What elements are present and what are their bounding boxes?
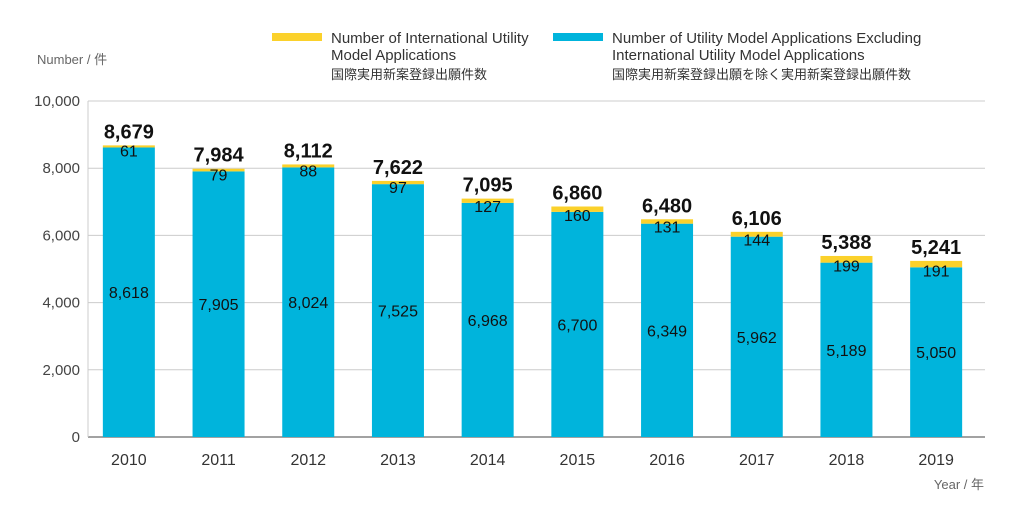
data-label-international: 131 [654, 220, 681, 237]
bar-domestic [641, 223, 694, 437]
data-label-international: 191 [923, 263, 950, 280]
bar-international [820, 255, 873, 263]
bar-international [282, 164, 335, 168]
data-label-domestic: 8,618 [109, 285, 149, 302]
legend-item-domestic: Number of Utility Model Applications Exc… [612, 30, 992, 83]
legend-swatch-domestic [553, 33, 603, 41]
bar-domestic [910, 267, 963, 437]
data-label-total: 5,388 [821, 232, 871, 254]
data-label-total: 5,241 [911, 237, 961, 259]
data-label-international: 199 [833, 259, 860, 276]
x-axis-label: Year / 年 [933, 477, 984, 492]
legend-label-jp: 国際実用新案登録出願を除く実用新案登録出願件数 [612, 67, 912, 82]
y-tick-label: 10,000 [34, 93, 80, 110]
bar-international [730, 231, 783, 237]
legend-label: Number of International Utility Model Ap… [331, 30, 529, 64]
bar-domestic [371, 184, 424, 437]
bar-domestic [551, 211, 604, 437]
legend-label: Number of Utility Model Applications Exc… [612, 30, 922, 64]
data-label-international: 61 [120, 143, 138, 160]
data-label-total: 6,860 [552, 183, 602, 205]
bar-domestic [820, 262, 873, 437]
x-tick-label: 2013 [380, 452, 416, 469]
x-tick-label: 2018 [829, 452, 865, 469]
y-tick-label: 4,000 [42, 295, 80, 312]
legend-swatch-international [272, 33, 322, 41]
data-label-domestic: 8,024 [288, 295, 328, 312]
data-label-domestic: 6,700 [557, 317, 597, 334]
y-tick-label: 0 [72, 429, 80, 446]
x-tick-label: 2012 [290, 452, 326, 469]
x-tick-label: 2019 [918, 452, 954, 469]
bar-international [102, 145, 155, 148]
data-label-international: 144 [743, 233, 770, 250]
data-label-domestic: 7,525 [378, 304, 418, 321]
bar-domestic [282, 167, 335, 437]
data-label-total: 7,095 [463, 175, 513, 197]
y-axis-label: Number / 件 [37, 52, 108, 67]
bar-international [461, 198, 514, 203]
data-label-total: 7,984 [194, 145, 245, 167]
bar-international [192, 168, 245, 172]
data-label-domestic: 6,968 [468, 313, 508, 330]
data-label-domestic: 5,962 [737, 330, 777, 347]
bar-international [910, 260, 963, 268]
data-label-international: 160 [564, 208, 591, 225]
bar-domestic [730, 236, 783, 437]
data-label-total: 6,480 [642, 195, 692, 217]
data-label-domestic: 7,905 [199, 297, 239, 314]
x-tick-label: 2010 [111, 452, 147, 469]
data-label-international: 79 [210, 167, 228, 184]
data-label-international: 88 [299, 163, 317, 180]
y-tick-label: 6,000 [42, 227, 80, 244]
data-label-domestic: 5,189 [826, 343, 866, 360]
data-label-international: 97 [389, 180, 407, 197]
bar-domestic [102, 147, 155, 438]
data-label-domestic: 5,050 [916, 345, 956, 362]
bar-domestic [192, 171, 245, 437]
data-label-total: 8,112 [284, 140, 333, 162]
bar-international [641, 219, 694, 224]
data-label-domestic: 6,349 [647, 323, 687, 340]
y-tick-label: 8,000 [42, 160, 80, 177]
data-label-total: 6,106 [732, 208, 782, 230]
data-label-total: 8,679 [104, 121, 154, 143]
x-tick-label: 2014 [470, 452, 506, 469]
x-tick-label: 2011 [201, 452, 236, 469]
bar-domestic [461, 202, 514, 437]
bar-international [371, 180, 424, 185]
x-tick-label: 2016 [649, 452, 685, 469]
legend-item-international: Number of International Utility Model Ap… [331, 30, 546, 83]
x-tick-label: 2017 [739, 452, 775, 469]
y-tick-label: 2,000 [42, 362, 80, 379]
bar-international [551, 206, 604, 212]
legend-label-jp: 国際実用新案登録出願件数 [331, 67, 488, 82]
x-tick-label: 2015 [560, 452, 596, 469]
data-label-international: 127 [474, 199, 501, 216]
data-label-total: 7,622 [373, 157, 423, 179]
